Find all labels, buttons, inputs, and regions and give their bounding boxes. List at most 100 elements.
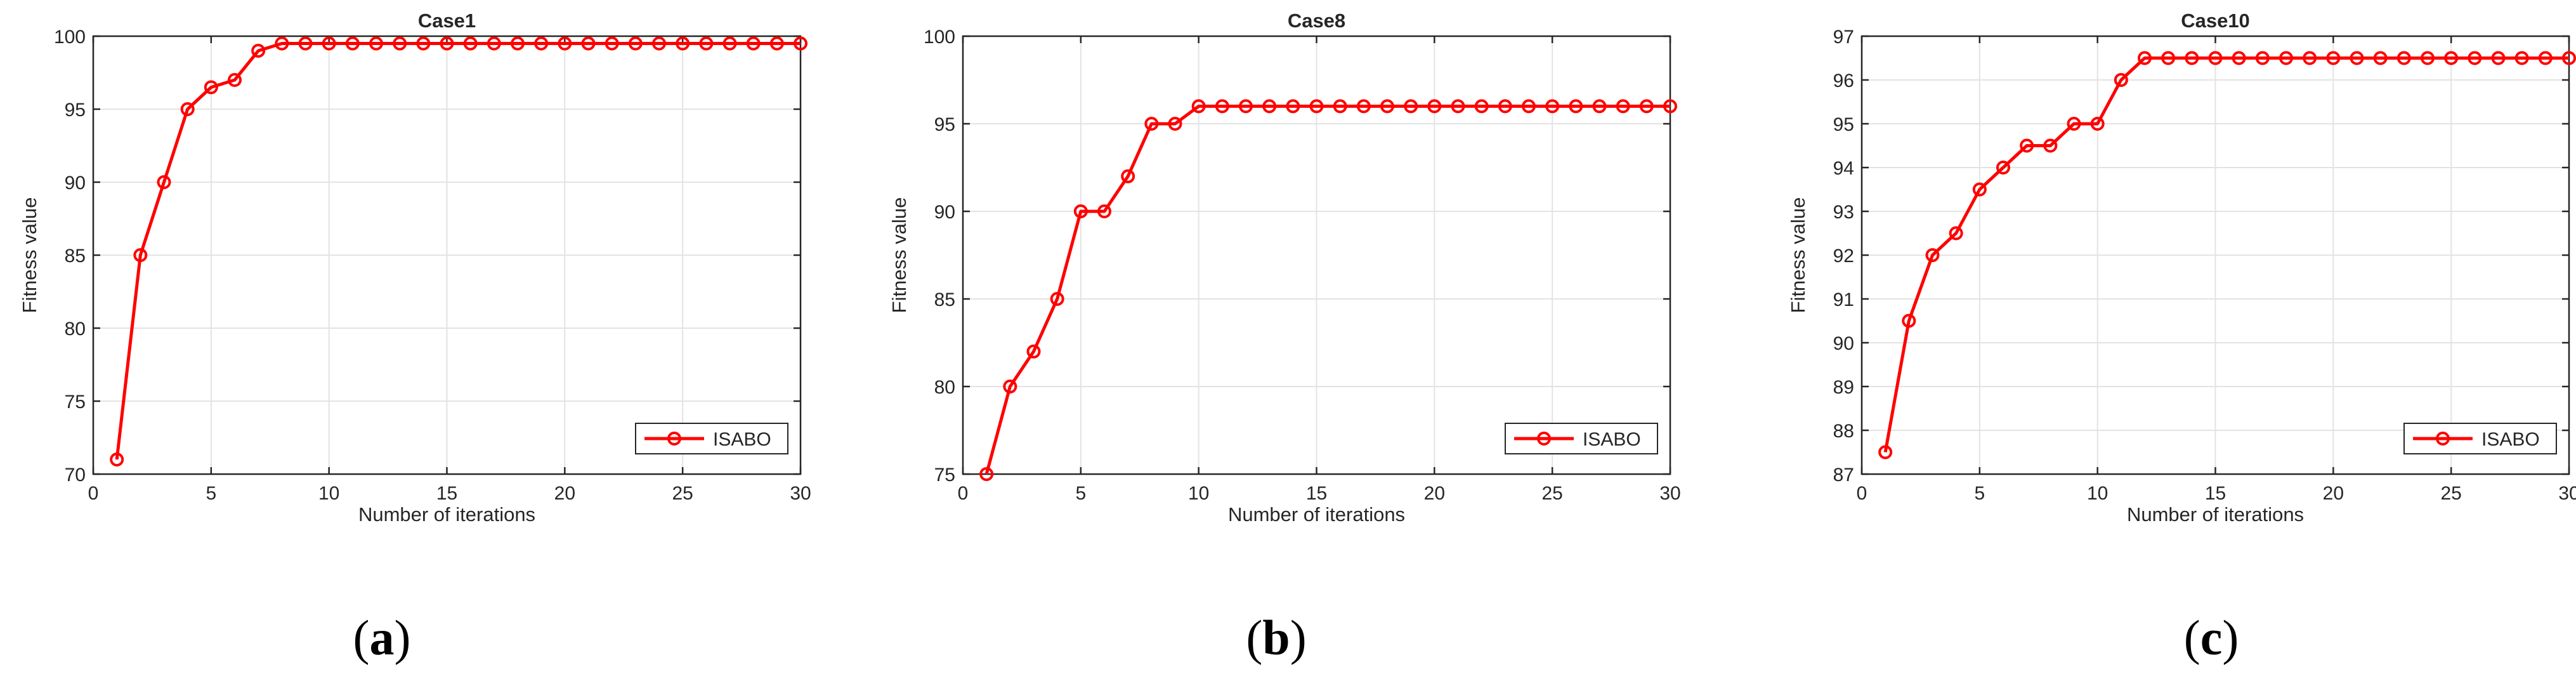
- y-axis-label: Fitness value: [888, 197, 910, 314]
- data-point: [1309, 99, 1324, 114]
- data-point: [2090, 117, 2105, 131]
- y-tick-label: 80: [934, 377, 955, 398]
- legend-marker-swatch: [2436, 432, 2450, 446]
- data-point: [2138, 51, 2152, 65]
- data-point: [1333, 99, 1347, 114]
- data-point: [2538, 51, 2553, 65]
- data-point: [1616, 99, 1630, 114]
- x-tick-label: 5: [1974, 483, 1985, 504]
- chart-panel-2: 0 5 10 15 20 25 30 75 80 85 90 95 100 Case8 Number of …: [888, 10, 1681, 526]
- data-point: [2279, 51, 2293, 65]
- data-point: [511, 36, 525, 51]
- data-point: [1239, 99, 1253, 114]
- data-point: [1949, 226, 1963, 241]
- data-point: [605, 36, 619, 51]
- data-point: [1215, 99, 1229, 114]
- data-point: [322, 36, 336, 51]
- data-point: [1097, 204, 1111, 218]
- data-point: [2067, 117, 2081, 131]
- data-point: [2421, 51, 2435, 65]
- data-point: [581, 36, 596, 51]
- x-tick-label: 15: [436, 483, 457, 504]
- caption-a: (a): [353, 610, 411, 665]
- data-point: [110, 453, 124, 466]
- y-tick-label: 80: [65, 319, 86, 340]
- data-point: [769, 36, 784, 51]
- caption-b-letter: b: [1262, 610, 1290, 665]
- series-line-isabo: [984, 104, 1670, 475]
- x-tick-label: 30: [790, 483, 811, 504]
- y-tick-label: 90: [1833, 333, 1854, 354]
- data-point: [1498, 99, 1512, 114]
- data-point: [2185, 51, 2199, 65]
- x-axis-label: Number of iterations: [358, 503, 535, 526]
- data-point: [1003, 380, 1017, 394]
- x-tick-label: 30: [2558, 483, 2576, 504]
- y-tick-label: 94: [1833, 158, 1854, 179]
- data-point: [275, 36, 289, 51]
- data-point: [487, 36, 501, 51]
- legend-label: ISABO: [713, 429, 771, 450]
- y-tick-label: 85: [934, 289, 955, 310]
- data-point: [393, 36, 407, 51]
- x-tick-label: 20: [554, 483, 575, 504]
- data-point: [416, 36, 431, 51]
- data-point: [1972, 182, 1987, 197]
- data-point: [298, 36, 313, 51]
- data-point: [1996, 161, 2010, 175]
- data-point: [1026, 344, 1041, 359]
- data-point: [2020, 138, 2034, 153]
- x-tick-label: 0: [958, 483, 969, 504]
- x-tick-label: 20: [2323, 483, 2344, 504]
- x-axis-label: Number of iterations: [2127, 503, 2304, 526]
- caption-b: (b): [1246, 610, 1307, 665]
- y-tick-label: 93: [1833, 202, 1854, 223]
- y-tick-label: 92: [1833, 246, 1854, 267]
- data-point: [1474, 99, 1489, 114]
- data-point: [1286, 99, 1300, 114]
- x-tick-label: 5: [1075, 483, 1086, 504]
- y-tick-label: 95: [65, 100, 86, 121]
- x-tick-label: 25: [2440, 483, 2461, 504]
- y-tick-label: 70: [65, 465, 86, 486]
- x-tick-label: 5: [206, 483, 216, 504]
- data-point: [1073, 204, 1088, 218]
- data-point: [204, 80, 218, 95]
- y-tick-label: 88: [1833, 421, 1854, 442]
- data-point: [1451, 99, 1465, 114]
- legend-marker-swatch: [667, 432, 681, 446]
- y-tick-label: 95: [934, 114, 955, 135]
- data-point: [746, 36, 761, 51]
- y-tick-label: 75: [65, 392, 86, 413]
- data-point: [558, 36, 572, 51]
- x-tick-label: 0: [88, 483, 99, 504]
- data-point: [1356, 99, 1371, 114]
- data-point: [676, 36, 690, 51]
- data-point: [2114, 73, 2128, 87]
- x-tick-label: 10: [2087, 483, 2108, 504]
- series-line-isabo: [115, 42, 801, 460]
- y-tick-label: 96: [1833, 70, 1854, 91]
- data-point: [228, 73, 242, 87]
- y-tick-label: 85: [65, 246, 86, 267]
- chart-panel-1: 0 5 10 15 20 25 30 70 75 80 85 90 95 100 Case1 Number o…: [18, 10, 811, 526]
- x-axis-label: Number of iterations: [1228, 503, 1405, 526]
- data-point: [2043, 138, 2058, 153]
- x-tick-label: 20: [1424, 483, 1445, 504]
- data-point: [979, 467, 994, 481]
- chart-panel-3: 0 5 10 15 20 25 30 87 88 89 90 91 92 93 94 95 96 97 Case10…: [1787, 10, 2576, 526]
- x-tick-label: 25: [672, 483, 693, 504]
- data-point: [1569, 99, 1583, 114]
- y-tick-label: 100: [924, 27, 955, 48]
- y-tick-label: 100: [54, 27, 86, 48]
- x-tick-label: 25: [1541, 483, 1562, 504]
- data-point: [133, 248, 148, 262]
- y-tick-label: 90: [65, 173, 86, 194]
- data-point: [2373, 51, 2388, 65]
- data-point: [1639, 99, 1654, 114]
- data-point: [1144, 117, 1159, 131]
- legend: ISABO: [635, 423, 788, 454]
- data-point: [369, 36, 383, 51]
- data-point: [1663, 99, 1677, 114]
